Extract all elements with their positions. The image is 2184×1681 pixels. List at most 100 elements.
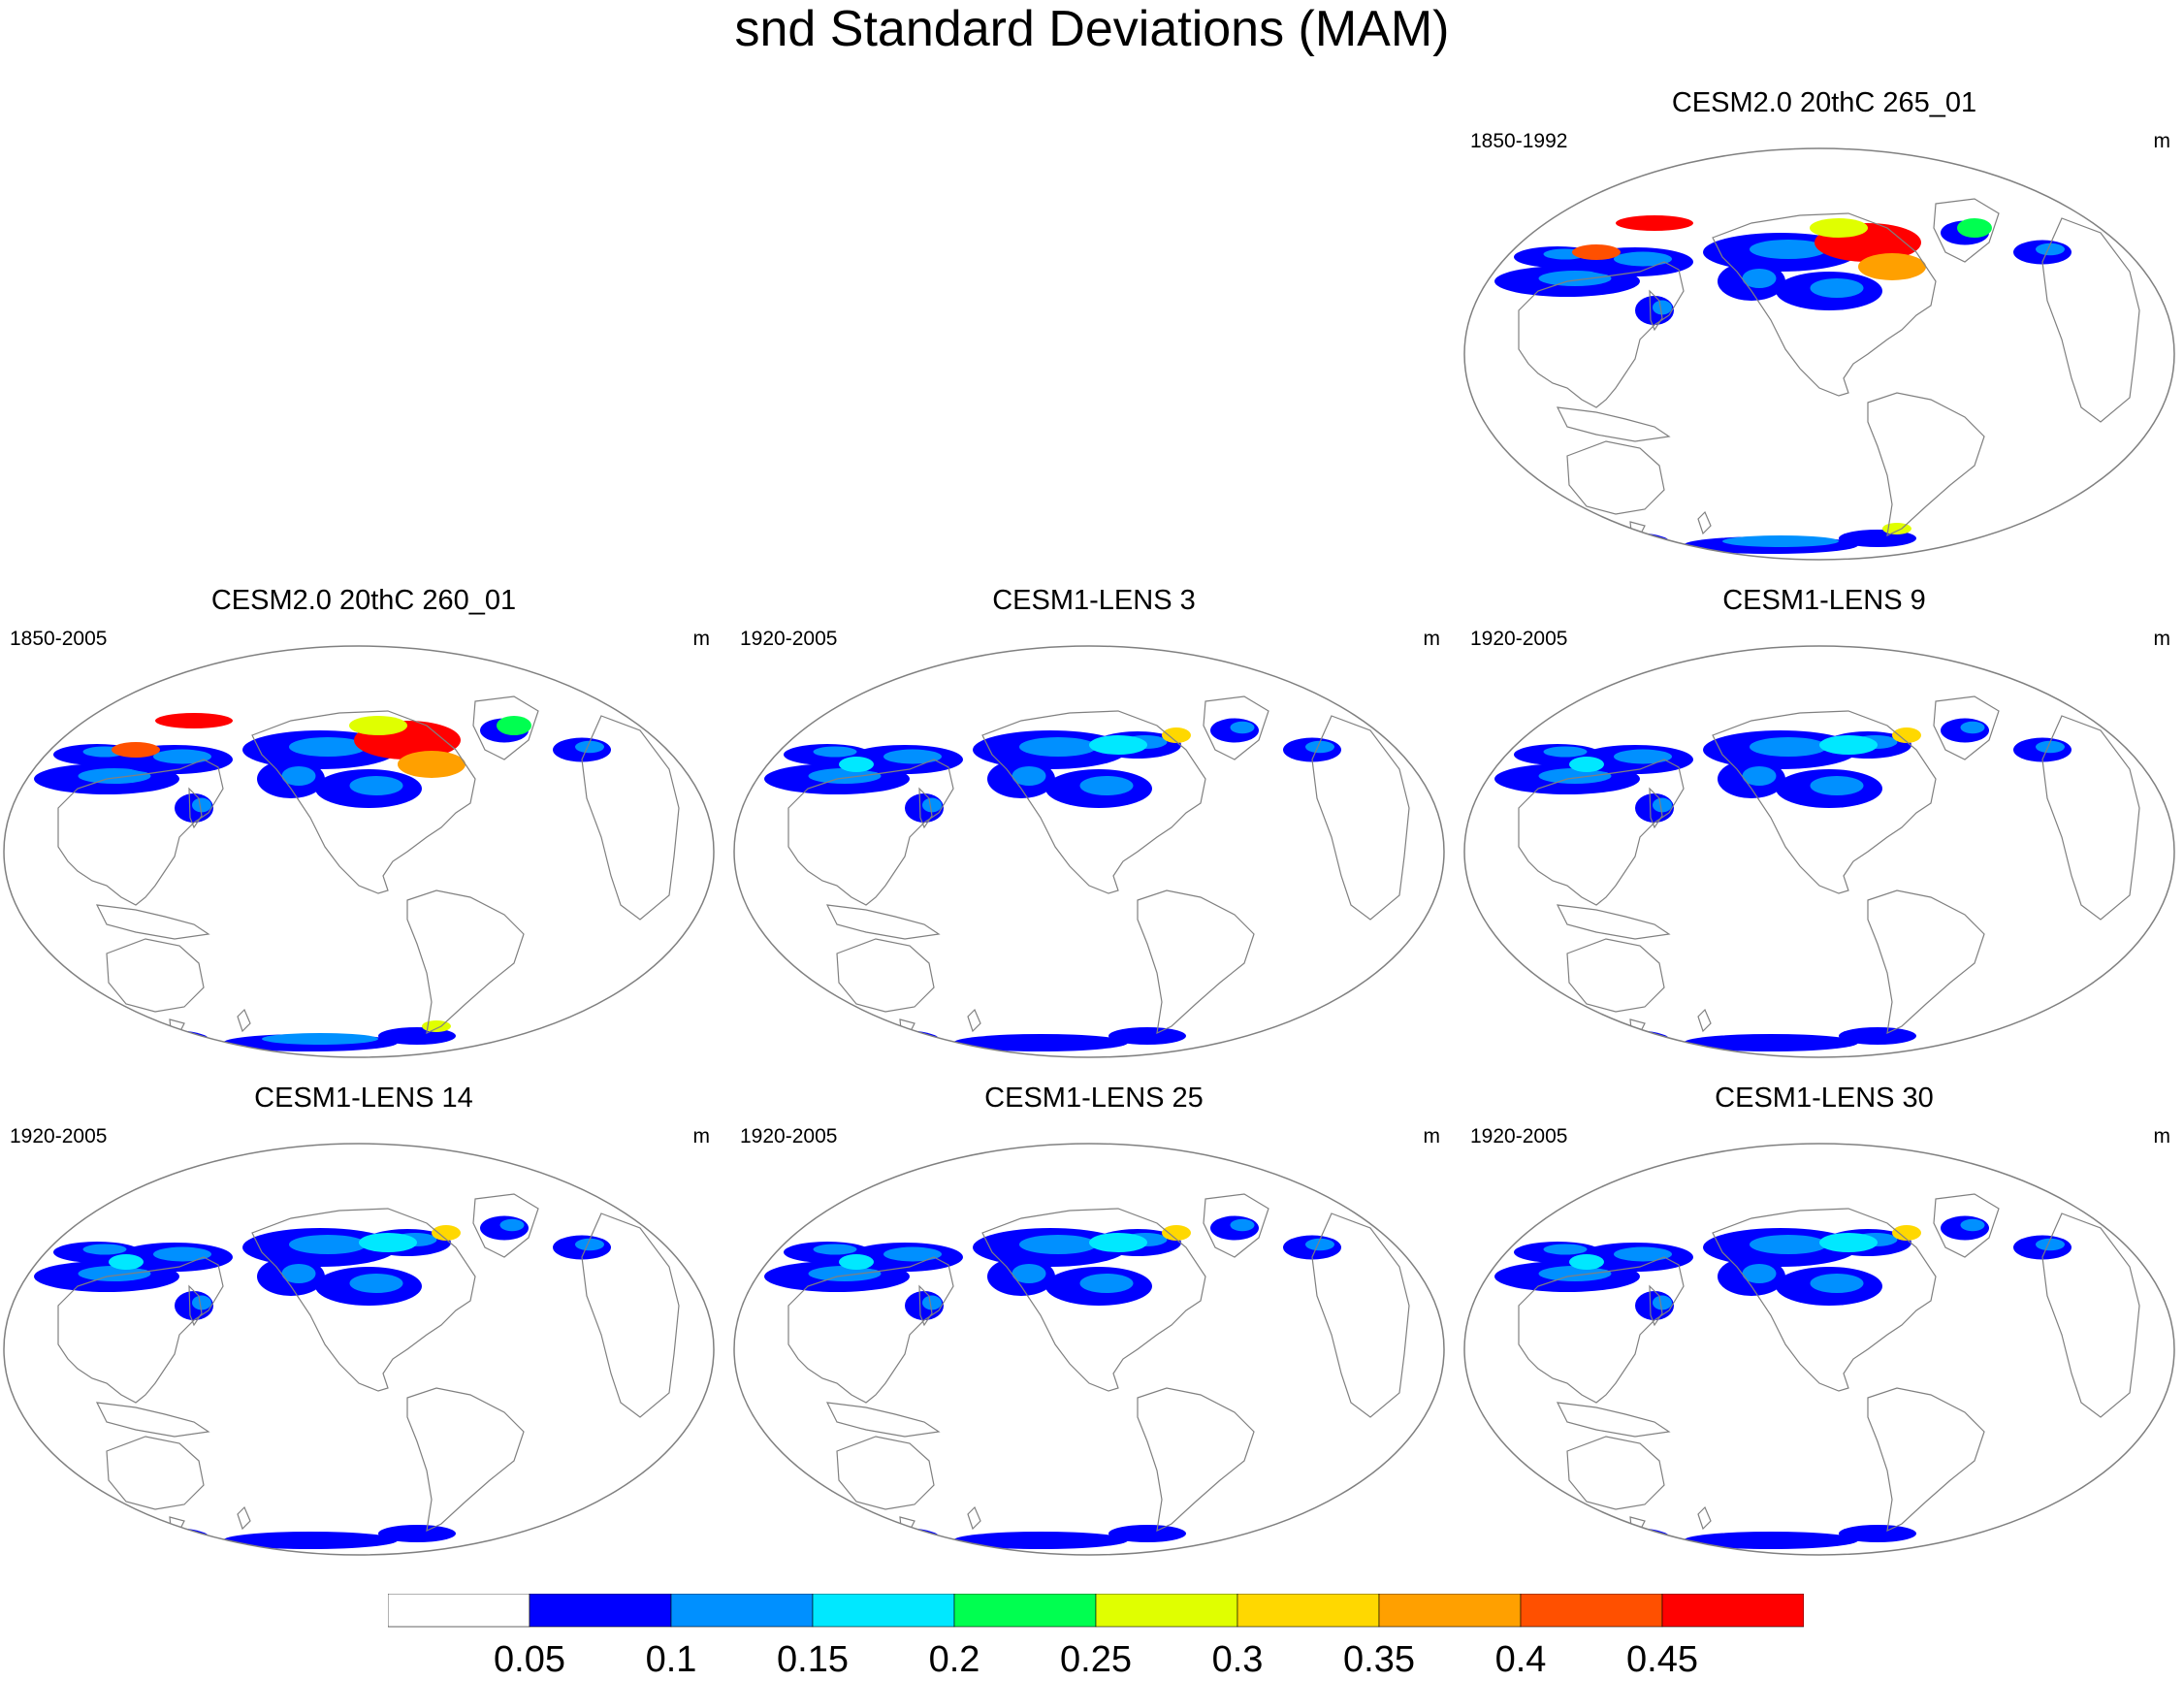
colorbar-swatch <box>388 1594 530 1628</box>
snow-anomaly-region <box>866 1529 905 1538</box>
world-map <box>1463 1143 2175 1556</box>
snow-anomaly-region <box>1810 1274 1864 1293</box>
snow-anomaly-region <box>1569 1254 1604 1270</box>
snow-anomaly-region <box>422 1020 451 1032</box>
snow-anomaly-region <box>192 1295 211 1310</box>
snow-anomaly-region <box>1819 735 1878 755</box>
snow-anomaly-region <box>359 1233 417 1252</box>
snow-anomaly-region <box>398 751 466 778</box>
snow-anomaly-region <box>78 1266 151 1281</box>
snow-anomaly-region <box>78 768 151 784</box>
map-border <box>1463 147 2175 561</box>
coastline <box>918 1284 933 1327</box>
map-panel: CESM2.0 20thC 260_01 1850-2005 m <box>0 585 727 1060</box>
snow-anomaly-region <box>1012 1264 1046 1283</box>
snow-anomaly-region <box>153 749 211 764</box>
snow-anomaly-region <box>1839 1027 1916 1045</box>
snow-anomaly-region <box>1538 768 1612 784</box>
world-map <box>1463 147 2175 561</box>
colorbar-tick-label: 0.05 <box>494 1639 565 1680</box>
colorbar-swatch <box>1661 1594 1804 1628</box>
colorbar-tick-label: 0.35 <box>1343 1639 1415 1680</box>
snow-anomaly-region <box>808 1266 882 1281</box>
world-map <box>733 645 1445 1058</box>
snow-anomaly-region <box>112 742 160 758</box>
snow-anomaly-region <box>1750 1235 1827 1254</box>
colorbar <box>388 1594 1804 1628</box>
coastline <box>2041 217 2140 423</box>
coastline <box>1311 715 1410 921</box>
snow-anomaly-region <box>953 1034 1128 1051</box>
panel-period: 1920-2005 <box>740 628 838 650</box>
coastline <box>95 1402 210 1438</box>
snow-anomaly-region <box>1538 271 1612 286</box>
coastline <box>1137 889 1255 1035</box>
snow-anomaly-region <box>1614 1246 1672 1262</box>
panel-period: 1850-1992 <box>1470 130 1568 152</box>
world-map <box>733 1143 1445 1556</box>
coastline <box>1137 1387 1255 1533</box>
snow-anomaly-region <box>155 713 233 728</box>
snow-anomaly-region <box>1882 523 1911 534</box>
coastline <box>472 1193 539 1258</box>
coastline <box>836 938 935 1013</box>
snow-anomaly-region <box>1684 1532 1858 1549</box>
snow-anomaly-region <box>223 1532 398 1549</box>
snow-anomaly-region <box>808 768 882 784</box>
coastline <box>1697 1505 1712 1531</box>
coastline <box>1712 710 1937 894</box>
snow-anomaly-region <box>136 1529 175 1538</box>
snow-anomaly-region <box>109 1254 144 1270</box>
snow-anomaly-region <box>2036 740 2065 754</box>
snow-anomaly-region <box>1538 1266 1612 1281</box>
snow-anomaly-region <box>1616 215 1693 231</box>
snow-anomaly-region <box>1892 1225 1921 1241</box>
map-border <box>3 1143 715 1556</box>
coastline <box>106 938 205 1013</box>
coastline <box>581 715 680 921</box>
snow-anomaly-region <box>883 749 942 764</box>
snow-anomaly-region <box>378 1525 456 1542</box>
panel-units: m <box>2153 130 2171 152</box>
coastline <box>1697 510 1712 535</box>
panel-units: m <box>2153 628 2171 650</box>
snow-anomaly-region <box>1108 1027 1186 1045</box>
snow-anomaly-region <box>1960 1218 1985 1232</box>
coastline <box>472 695 539 760</box>
snow-anomaly-region <box>1012 766 1046 786</box>
map-border <box>733 1143 1445 1556</box>
colorbar-tick-label: 0.15 <box>777 1639 849 1680</box>
panel-period: 1920-2005 <box>1470 628 1568 650</box>
snow-anomaly-region <box>1742 269 1777 288</box>
coastline <box>1867 1387 1985 1533</box>
coastline <box>1518 261 1685 408</box>
coastline <box>2041 715 2140 921</box>
snow-anomaly-region <box>1750 737 1827 757</box>
snow-anomaly-region <box>1543 1244 1588 1255</box>
colorbar-swatch <box>1237 1594 1380 1628</box>
snow-anomaly-region <box>1957 218 1992 238</box>
snow-anomaly-region <box>953 1532 1128 1549</box>
panel-title: CESM1-LENS 30 <box>1715 1083 1934 1114</box>
coastline <box>1556 406 1671 442</box>
snow-anomaly-region <box>262 1033 378 1045</box>
coastline <box>406 1387 525 1533</box>
snow-anomaly-region <box>1562 1029 1669 1049</box>
snow-anomaly-region <box>883 1246 942 1262</box>
coastline <box>95 904 210 940</box>
colorbar-swatch <box>1095 1594 1238 1628</box>
coastline <box>2041 1212 2140 1418</box>
coastline <box>981 1208 1206 1392</box>
coastline <box>251 710 476 894</box>
snow-anomaly-region <box>1230 1218 1255 1232</box>
colorbar-labels: 0.05 0.1 0.15 0.2 0.25 0.3 0.35 0.4 0.45 <box>0 1639 2184 1680</box>
colorbar-swatch <box>1520 1594 1663 1628</box>
panel-title: CESM2.0 20thC 265_01 <box>1671 87 1977 118</box>
snow-anomaly-region <box>281 1264 316 1283</box>
snow-anomaly-region <box>1569 757 1604 772</box>
snow-anomaly-region <box>1819 1233 1878 1252</box>
snow-anomaly-region <box>922 1295 942 1310</box>
snow-anomaly-region <box>1019 737 1097 757</box>
coastline <box>1649 787 1663 829</box>
snow-anomaly-region <box>1079 1274 1134 1293</box>
